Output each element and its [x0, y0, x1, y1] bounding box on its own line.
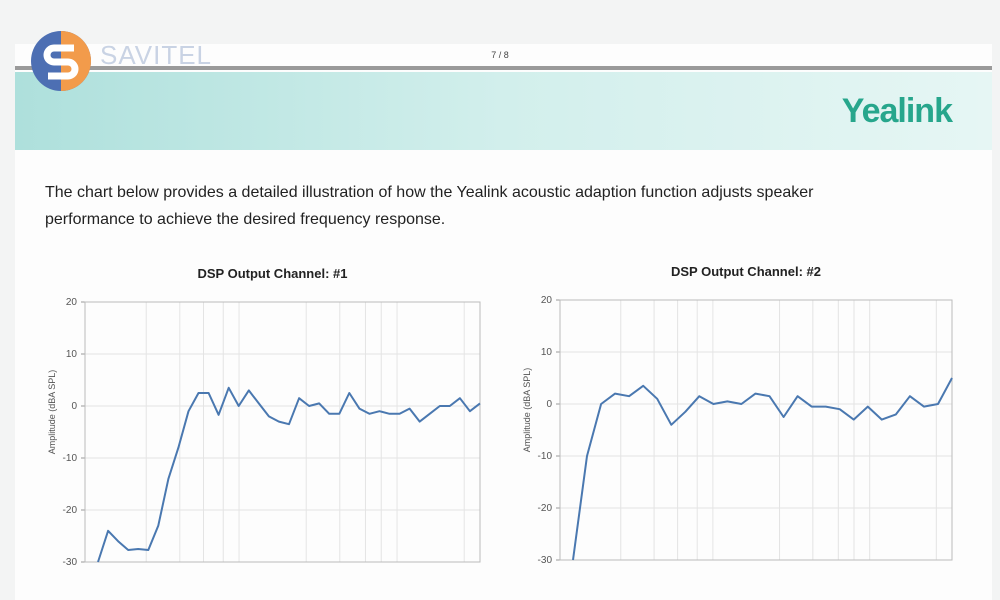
y-tick-label: 20	[66, 297, 78, 308]
y-tick-label: 20	[541, 295, 553, 306]
page-number: 7 / 8	[491, 50, 509, 60]
y-axis-label: Amplitude (dBA SPL)	[47, 370, 57, 455]
y-axis-label: Amplitude (dBA SPL)	[522, 368, 532, 453]
paragraph-line: The chart below provides a detailed illu…	[45, 184, 814, 201]
y-tick-label: -20	[63, 505, 78, 516]
brand-logo: Yealink	[841, 92, 953, 130]
paragraph-line: performance to achieve the desired frequ…	[45, 211, 446, 228]
chart-title: DSP Output Channel: #1	[198, 266, 348, 281]
logo-icon	[31, 31, 91, 91]
plot-frame	[559, 299, 953, 561]
line-series	[572, 377, 953, 561]
y-tick-label: -20	[538, 503, 553, 514]
y-tick-label: 0	[71, 401, 77, 412]
y-tick-label: 10	[66, 349, 78, 360]
logo-text: SAVITEL	[100, 40, 213, 70]
y-tick-label: -30	[538, 555, 553, 566]
toolbar-line	[15, 66, 992, 70]
header-banner: Yealink	[15, 72, 992, 150]
y-tick-label: -10	[63, 453, 78, 464]
plot-frame	[84, 301, 481, 563]
y-tick-label: -10	[538, 451, 553, 462]
chart-title: DSP Output Channel: #2	[671, 264, 821, 279]
y-tick-label: 0	[546, 399, 552, 410]
y-tick-label: -30	[63, 557, 78, 568]
line-series	[97, 386, 481, 563]
y-tick-label: 10	[541, 347, 553, 358]
